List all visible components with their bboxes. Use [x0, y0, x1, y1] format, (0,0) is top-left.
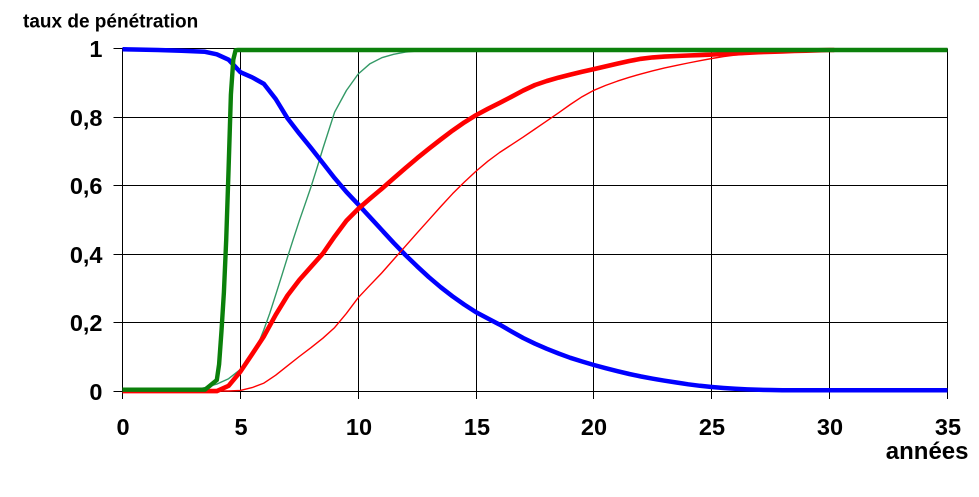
svg-text:15: 15: [464, 414, 490, 440]
svg-text:1: 1: [89, 36, 102, 62]
svg-text:0,8: 0,8: [70, 105, 103, 131]
svg-text:20: 20: [581, 414, 607, 440]
svg-text:années: années: [886, 438, 969, 465]
svg-text:10: 10: [346, 414, 372, 440]
svg-text:35: 35: [935, 414, 961, 440]
svg-text:5: 5: [234, 414, 247, 440]
svg-text:0,6: 0,6: [70, 173, 103, 199]
svg-text:0,4: 0,4: [70, 242, 103, 268]
svg-text:taux de pénétration: taux de pénétration: [23, 12, 198, 33]
svg-text:30: 30: [817, 414, 843, 440]
svg-text:0: 0: [116, 414, 129, 440]
svg-text:0: 0: [89, 379, 102, 405]
svg-text:25: 25: [699, 414, 725, 440]
svg-text:0,2: 0,2: [70, 310, 103, 336]
